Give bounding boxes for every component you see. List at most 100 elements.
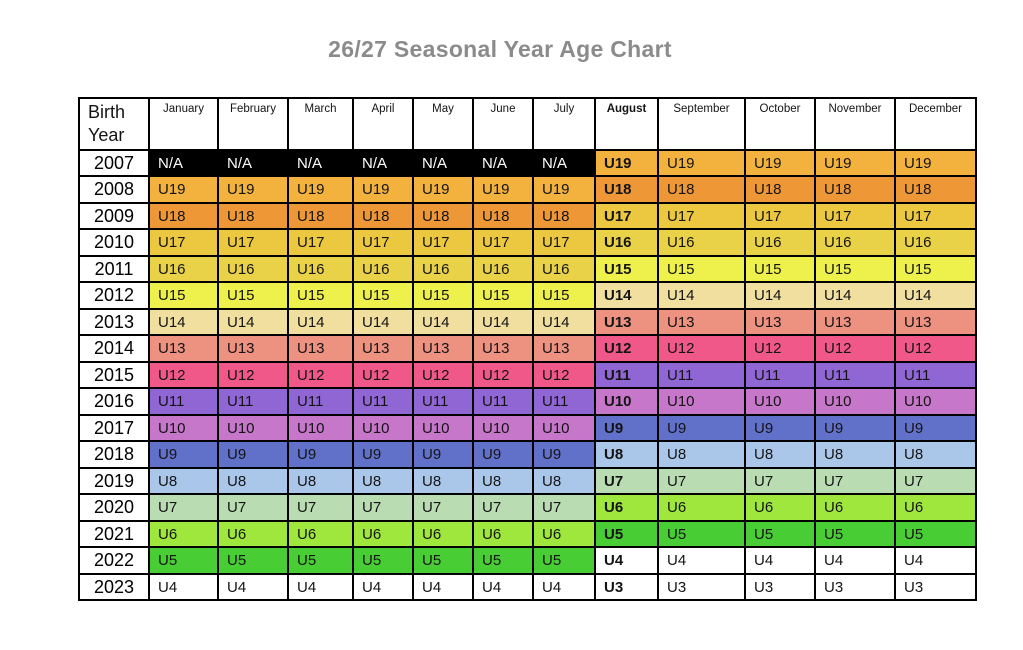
age-cell-2007-april: N/A (352, 148, 414, 178)
age-cell-2013-april: U14 (352, 307, 414, 337)
age-cell-2009-august: U17 (594, 201, 659, 231)
age-cell-2012-august: U14 (594, 281, 659, 310)
age-cell-2021-december: U5 (894, 519, 977, 549)
age-cell-2020-april: U7 (352, 493, 414, 522)
age-cell-2012-july: U15 (532, 281, 596, 310)
age-cell-2018-october: U8 (744, 440, 816, 469)
age-cell-2023-may: U4 (412, 572, 474, 602)
age-cell-2008-august: U18 (594, 175, 659, 204)
age-cell-2012-january: U15 (148, 281, 219, 310)
age-cell-2019-june: U8 (472, 466, 534, 496)
table-row-2018: 2018 U9 U9 U9 U9 U9 U9 U9 U8 U8 U8 U8 U8 (78, 440, 977, 469)
age-cell-2017-march: U10 (287, 413, 354, 443)
age-cell-2011-april: U16 (352, 254, 414, 284)
chart-title: 26/27 Seasonal Year Age Chart (328, 36, 672, 62)
age-cell-2007-february: N/A (217, 148, 289, 178)
age-cell-2014-september: U12 (657, 334, 746, 363)
year-cell-2012: 2012 (78, 281, 150, 310)
age-cell-2020-july: U7 (532, 493, 596, 522)
age-cell-2016-june: U11 (472, 387, 534, 416)
age-cell-2015-may: U12 (412, 360, 474, 390)
month-header-august: August (594, 97, 659, 151)
age-cell-2009-january: U18 (148, 201, 219, 231)
age-cell-2010-january: U17 (148, 228, 219, 257)
month-header-january: January (148, 97, 219, 151)
age-cell-2016-november: U10 (814, 387, 896, 416)
table-row-2022: 2022 U5 U5 U5 U5 U5 U5 U5 U4 U4 U4 U4 U4 (78, 546, 977, 575)
age-cell-2007-november: U19 (814, 148, 896, 178)
table-row-2017: 2017 U10 U10 U10 U10 U10 U10 U10 U9 U9 U9 U9 U9 (78, 413, 977, 443)
age-cell-2018-september: U8 (657, 440, 746, 469)
age-cell-2013-december: U13 (894, 307, 977, 337)
month-header-july: July (532, 97, 596, 151)
age-cell-2008-february: U19 (217, 175, 289, 204)
table-row-2014: 2014 U13 U13 U13 U13 U13 U13 U13 U12 U12 U12 U12 U12 (78, 334, 977, 363)
age-cell-2007-august: U19 (594, 148, 659, 178)
age-cell-2021-november: U5 (814, 519, 896, 549)
age-cell-2014-june: U13 (472, 334, 534, 363)
age-cell-2018-february: U9 (217, 440, 289, 469)
table-row-2010: 2010 U17 U17 U17 U17 U17 U17 U17 U16 U16 U16 U16 U16 (78, 228, 977, 257)
age-cell-2016-december: U10 (894, 387, 977, 416)
age-cell-2010-june: U17 (472, 228, 534, 257)
age-cell-2012-december: U14 (894, 281, 977, 310)
age-cell-2015-december: U11 (894, 360, 977, 390)
year-cell-2021: 2021 (78, 519, 150, 549)
age-cell-2023-december: U3 (894, 572, 977, 602)
age-cell-2022-july: U5 (532, 546, 596, 575)
age-cell-2020-august: U6 (594, 493, 659, 522)
month-header-may: May (412, 97, 474, 151)
age-cell-2008-june: U19 (472, 175, 534, 204)
age-cell-2020-may: U7 (412, 493, 474, 522)
table-row-2016: 2016 U11 U11 U11 U11 U11 U11 U11 U10 U10 U10 U10 U10 (78, 387, 977, 416)
age-cell-2013-november: U13 (814, 307, 896, 337)
age-cell-2014-march: U13 (287, 334, 354, 363)
year-cell-2010: 2010 (78, 228, 150, 257)
age-cell-2018-may: U9 (412, 440, 474, 469)
age-cell-2009-october: U17 (744, 201, 816, 231)
year-cell-2016: 2016 (78, 387, 150, 416)
month-header-february: February (217, 97, 289, 151)
age-cell-2013-october: U13 (744, 307, 816, 337)
age-cell-2015-september: U11 (657, 360, 746, 390)
age-cell-2010-september: U16 (657, 228, 746, 257)
table-row-2011: 2011 U16 U16 U16 U16 U16 U16 U16 U15 U15 U15 U15 U15 (78, 254, 977, 284)
table-row-2013: 2013 U14 U14 U14 U14 U14 U14 U14 U13 U13 U13 U13 U13 (78, 307, 977, 337)
month-header-november: November (814, 97, 896, 151)
age-cell-2010-march: U17 (287, 228, 354, 257)
age-cell-2007-october: U19 (744, 148, 816, 178)
age-cell-2018-june: U9 (472, 440, 534, 469)
age-cell-2008-september: U18 (657, 175, 746, 204)
age-cell-2014-february: U13 (217, 334, 289, 363)
month-header-september: September (657, 97, 746, 151)
age-cell-2008-october: U18 (744, 175, 816, 204)
age-cell-2015-february: U12 (217, 360, 289, 390)
table-row-2023: 2023 U4 U4 U4 U4 U4 U4 U4 U3 U3 U3 U3 U3 (78, 572, 977, 602)
age-cell-2009-march: U18 (287, 201, 354, 231)
age-cell-2009-december: U17 (894, 201, 977, 231)
age-cell-2010-august: U16 (594, 228, 659, 257)
age-cell-2023-october: U3 (744, 572, 816, 602)
month-header-june: June (472, 97, 534, 151)
age-cell-2014-april: U13 (352, 334, 414, 363)
age-cell-2017-december: U9 (894, 413, 977, 443)
table-row-2019: 2019 U8 U8 U8 U8 U8 U8 U8 U7 U7 U7 U7 U7 (78, 466, 977, 496)
age-cell-2021-january: U6 (148, 519, 219, 549)
age-cell-2017-november: U9 (814, 413, 896, 443)
age-cell-2011-november: U15 (814, 254, 896, 284)
age-cell-2019-february: U8 (217, 466, 289, 496)
age-cell-2016-april: U11 (352, 387, 414, 416)
month-header-december: December (894, 97, 977, 151)
age-cell-2009-may: U18 (412, 201, 474, 231)
age-cell-2015-july: U12 (532, 360, 596, 390)
age-cell-2007-march: N/A (287, 148, 354, 178)
table-body: 2007 N/A N/A N/A N/A N/A N/A N/A U19 U19 U19 U19 U19… (78, 148, 977, 602)
age-cell-2012-october: U14 (744, 281, 816, 310)
year-cell-2020: 2020 (78, 493, 150, 522)
age-cell-2015-april: U12 (352, 360, 414, 390)
age-cell-2018-december: U8 (894, 440, 977, 469)
age-cell-2014-november: U12 (814, 334, 896, 363)
age-cell-2023-july: U4 (532, 572, 596, 602)
age-cell-2007-july: N/A (532, 148, 596, 178)
age-cell-2020-february: U7 (217, 493, 289, 522)
